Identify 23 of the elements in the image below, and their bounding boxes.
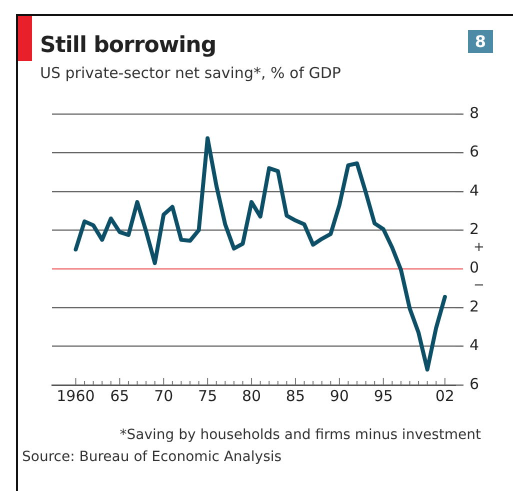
y-tick-label: 2 bbox=[469, 220, 480, 238]
x-tick-label: 90 bbox=[330, 386, 349, 405]
y-tick-label: 2 bbox=[469, 297, 480, 316]
y-tick-label: 6 bbox=[469, 374, 480, 393]
text: − bbox=[473, 278, 484, 293]
y-tick-label: 4 bbox=[469, 181, 480, 200]
x-tick-label: 1960 bbox=[56, 386, 95, 405]
y-tick-label: 8 bbox=[469, 104, 480, 122]
text: *Saving by households and firms minus investment bbox=[120, 427, 481, 443]
x-tick-label: 70 bbox=[154, 386, 174, 405]
x-tick-label: 85 bbox=[286, 386, 306, 405]
chart-subtitle: US private-sector net saving*, % of GDP bbox=[40, 64, 341, 82]
source-note: Source: Bureau of Economic Analysis bbox=[22, 449, 282, 465]
chart-title: Still borrowing bbox=[40, 33, 216, 58]
x-tick-label: 02 bbox=[435, 386, 454, 405]
y-tick-label: 0 bbox=[469, 258, 480, 277]
y-tick-label: 6 bbox=[469, 142, 480, 161]
x-tick-label: 65 bbox=[110, 386, 130, 405]
y-tick-label: 4 bbox=[469, 336, 480, 354]
x-tick-label: 75 bbox=[198, 386, 218, 405]
text: + bbox=[473, 240, 484, 255]
x-tick-label: 80 bbox=[242, 386, 262, 405]
x-tick-label: 95 bbox=[374, 386, 393, 405]
